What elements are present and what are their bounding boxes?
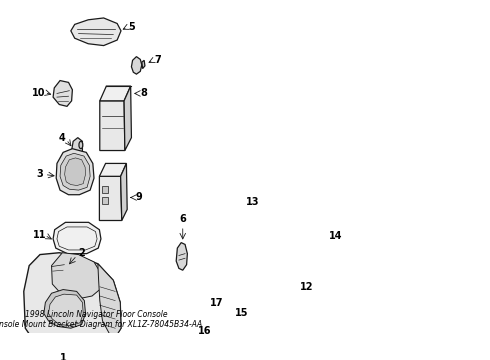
Bar: [102, 197, 108, 204]
Text: 10: 10: [32, 87, 46, 98]
Bar: [276, 260, 291, 268]
Polygon shape: [142, 60, 145, 69]
Polygon shape: [56, 149, 94, 195]
Polygon shape: [121, 163, 127, 221]
Text: 1998 Lincoln Navigator Floor Console
Console Mount Bracket Diagram for XL1Z-7804: 1998 Lincoln Navigator Floor Console Con…: [0, 310, 202, 329]
Polygon shape: [99, 176, 122, 221]
Text: 7: 7: [154, 55, 161, 65]
Bar: [236, 298, 241, 307]
Polygon shape: [176, 243, 187, 270]
Polygon shape: [48, 257, 68, 279]
Polygon shape: [274, 235, 293, 324]
Polygon shape: [65, 158, 86, 185]
Polygon shape: [51, 253, 102, 299]
Polygon shape: [100, 86, 131, 101]
Bar: [240, 226, 257, 259]
Text: 14: 14: [329, 231, 343, 241]
Text: 12: 12: [299, 282, 313, 292]
Polygon shape: [71, 18, 121, 46]
Polygon shape: [24, 253, 121, 336]
Text: 4: 4: [59, 132, 66, 143]
Ellipse shape: [223, 318, 227, 325]
Polygon shape: [100, 101, 125, 150]
Polygon shape: [53, 222, 101, 254]
Bar: [229, 279, 243, 312]
Bar: [102, 185, 108, 193]
Text: 3: 3: [37, 170, 43, 180]
Text: 11: 11: [32, 230, 46, 240]
Bar: [231, 283, 235, 292]
Polygon shape: [124, 86, 131, 150]
Polygon shape: [310, 235, 323, 257]
Ellipse shape: [79, 141, 83, 149]
Text: 2: 2: [78, 248, 85, 258]
Text: 15: 15: [235, 307, 249, 318]
Polygon shape: [53, 81, 73, 106]
Polygon shape: [44, 289, 86, 328]
Text: 6: 6: [179, 214, 186, 224]
Polygon shape: [60, 153, 90, 190]
Bar: [276, 286, 291, 294]
Bar: [242, 231, 255, 255]
Text: 13: 13: [245, 197, 259, 207]
Polygon shape: [218, 318, 223, 333]
Polygon shape: [221, 311, 230, 331]
Bar: [276, 273, 291, 281]
Bar: [236, 283, 241, 292]
Text: 16: 16: [198, 326, 212, 336]
Text: 9: 9: [135, 193, 142, 202]
Polygon shape: [72, 138, 82, 156]
Polygon shape: [49, 294, 83, 325]
Text: 8: 8: [140, 89, 147, 98]
Text: 1: 1: [60, 353, 67, 360]
Text: 5: 5: [128, 22, 135, 32]
Polygon shape: [98, 264, 121, 336]
Bar: [276, 299, 291, 307]
Polygon shape: [131, 57, 142, 74]
Bar: [231, 298, 235, 307]
Polygon shape: [99, 163, 126, 176]
Text: 17: 17: [210, 298, 224, 309]
Bar: [276, 247, 291, 256]
